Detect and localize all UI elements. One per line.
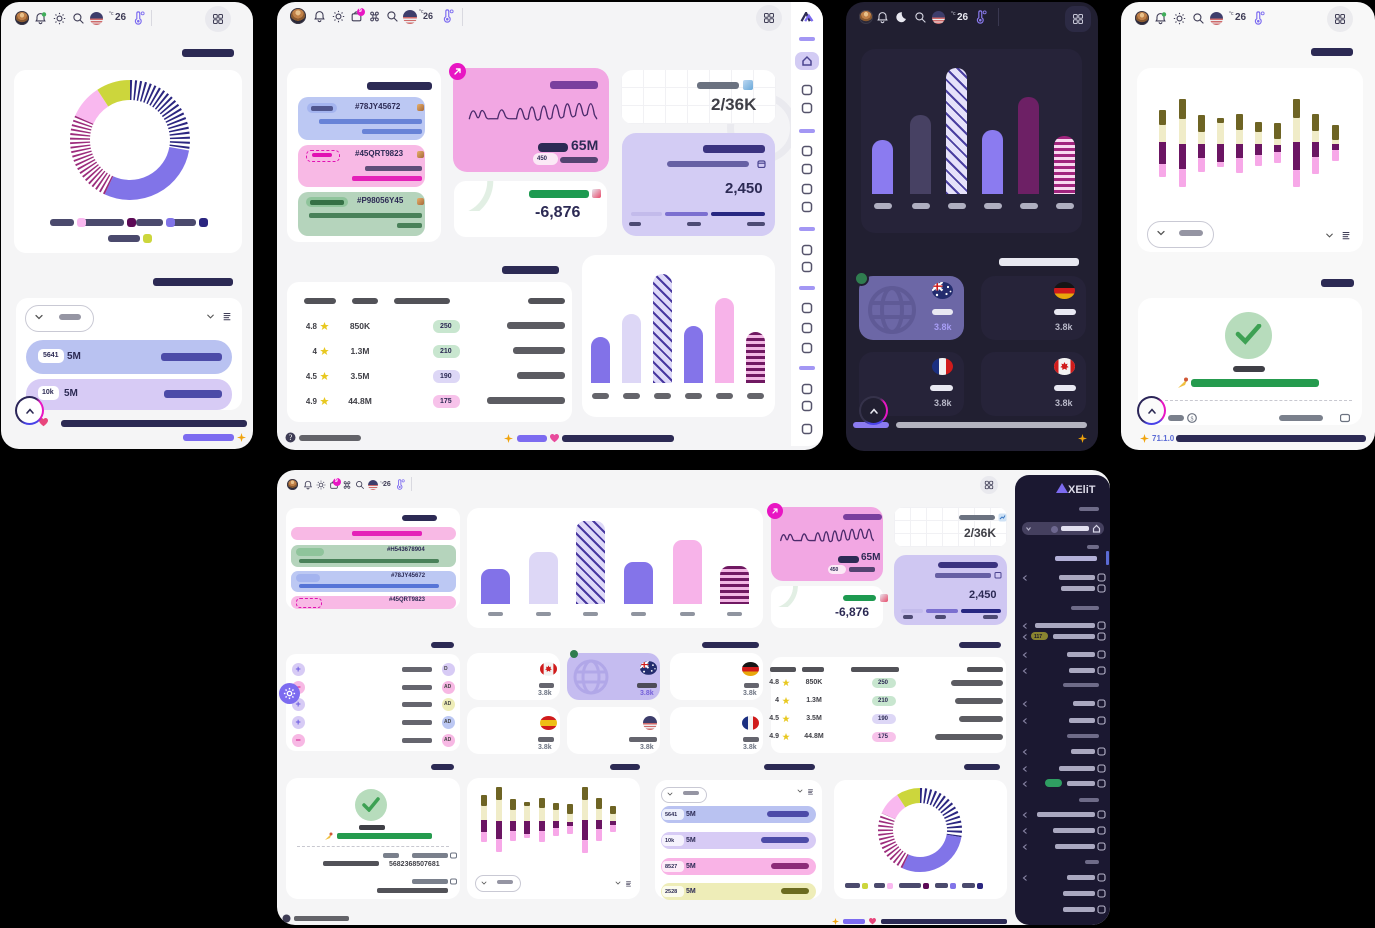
svg-text:XEliT: XEliT bbox=[1068, 484, 1096, 495]
svg-text:?: ? bbox=[289, 433, 293, 442]
svg-text:$: $ bbox=[1191, 415, 1194, 422]
